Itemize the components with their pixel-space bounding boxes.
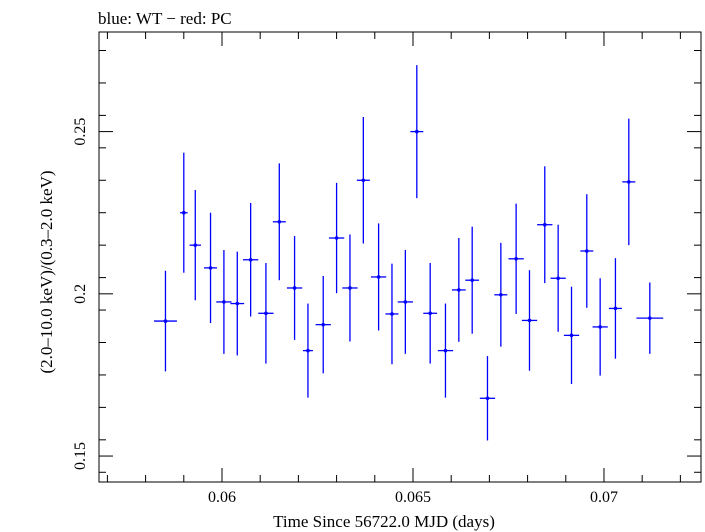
y-axis-label: (2.0–10.0 keV)/(0.3–2.0 keV) (37, 170, 56, 373)
y-tick-label: 0.2 (72, 284, 89, 304)
axes: 0.06 0.065 0.07 0.15 0.2 0.25 (72, 31, 702, 506)
y-tick-label: 0.15 (72, 442, 89, 470)
point-marker (499, 292, 503, 297)
point-marker (361, 178, 366, 183)
point-marker (584, 249, 589, 253)
point-marker (292, 286, 297, 290)
data-point (494, 242, 508, 347)
point-marker (235, 301, 240, 306)
data-point (622, 118, 636, 246)
data-point (328, 182, 345, 294)
data-point (397, 250, 413, 354)
data-point (592, 278, 608, 376)
data-point (563, 286, 580, 385)
data-point (302, 303, 313, 398)
point-marker (613, 306, 618, 311)
data-point (537, 166, 553, 284)
data-point (479, 356, 496, 441)
point-marker (457, 288, 461, 292)
data-point (550, 224, 566, 332)
point-marker (193, 243, 198, 247)
x-tick-label: 0.06 (208, 489, 236, 506)
point-marker (598, 325, 602, 329)
data-point (508, 203, 524, 314)
data-point (342, 234, 358, 342)
point-marker (181, 210, 186, 215)
data-point (356, 117, 370, 244)
data-point (230, 251, 245, 356)
data-point (608, 258, 622, 359)
plot-frame (98, 31, 702, 483)
point-marker (428, 311, 432, 316)
point-marker (514, 256, 518, 261)
data-point (216, 250, 232, 354)
data-point (636, 282, 664, 354)
y-tick-label: 0.25 (72, 118, 89, 146)
data-point (423, 263, 438, 364)
data-points (154, 65, 664, 441)
data-point (204, 212, 218, 324)
data-point (580, 194, 594, 308)
data-point (370, 223, 387, 331)
x-axis-label: Time Since 56722.0 MJD (days) (273, 512, 495, 531)
point-marker (415, 129, 419, 134)
point-marker (485, 396, 490, 401)
point-marker (222, 300, 226, 304)
point-marker (443, 348, 448, 353)
point-marker (390, 312, 394, 316)
data-point (154, 270, 177, 372)
point-marker (376, 275, 381, 279)
x-tick-label: 0.065 (395, 489, 431, 506)
point-marker (542, 222, 547, 227)
x-tick-label: 0.07 (590, 489, 618, 506)
data-point (258, 263, 274, 364)
data-point (272, 163, 286, 281)
point-marker (627, 180, 631, 184)
data-point (315, 275, 331, 374)
data-point (286, 236, 303, 340)
point-marker (403, 300, 408, 304)
data-point (410, 65, 424, 199)
point-marker (277, 219, 282, 224)
point-marker (648, 316, 652, 320)
point-marker (248, 257, 253, 262)
data-point (437, 303, 454, 398)
point-marker (334, 236, 339, 240)
data-point (451, 238, 466, 342)
point-marker (306, 348, 310, 353)
data-point (243, 202, 259, 317)
point-marker (264, 311, 268, 316)
data-point (189, 190, 201, 301)
point-marker (348, 286, 352, 290)
data-point (385, 263, 399, 365)
data-point (179, 152, 188, 273)
chart-title: blue: WT − red: PC (98, 9, 232, 28)
data-point (521, 270, 538, 371)
point-marker (321, 322, 326, 327)
data-point (465, 226, 480, 334)
point-marker (556, 276, 560, 281)
point-marker (527, 318, 532, 323)
point-marker (163, 319, 168, 323)
point-marker (208, 266, 213, 270)
point-marker (569, 333, 574, 338)
point-marker (470, 278, 474, 282)
